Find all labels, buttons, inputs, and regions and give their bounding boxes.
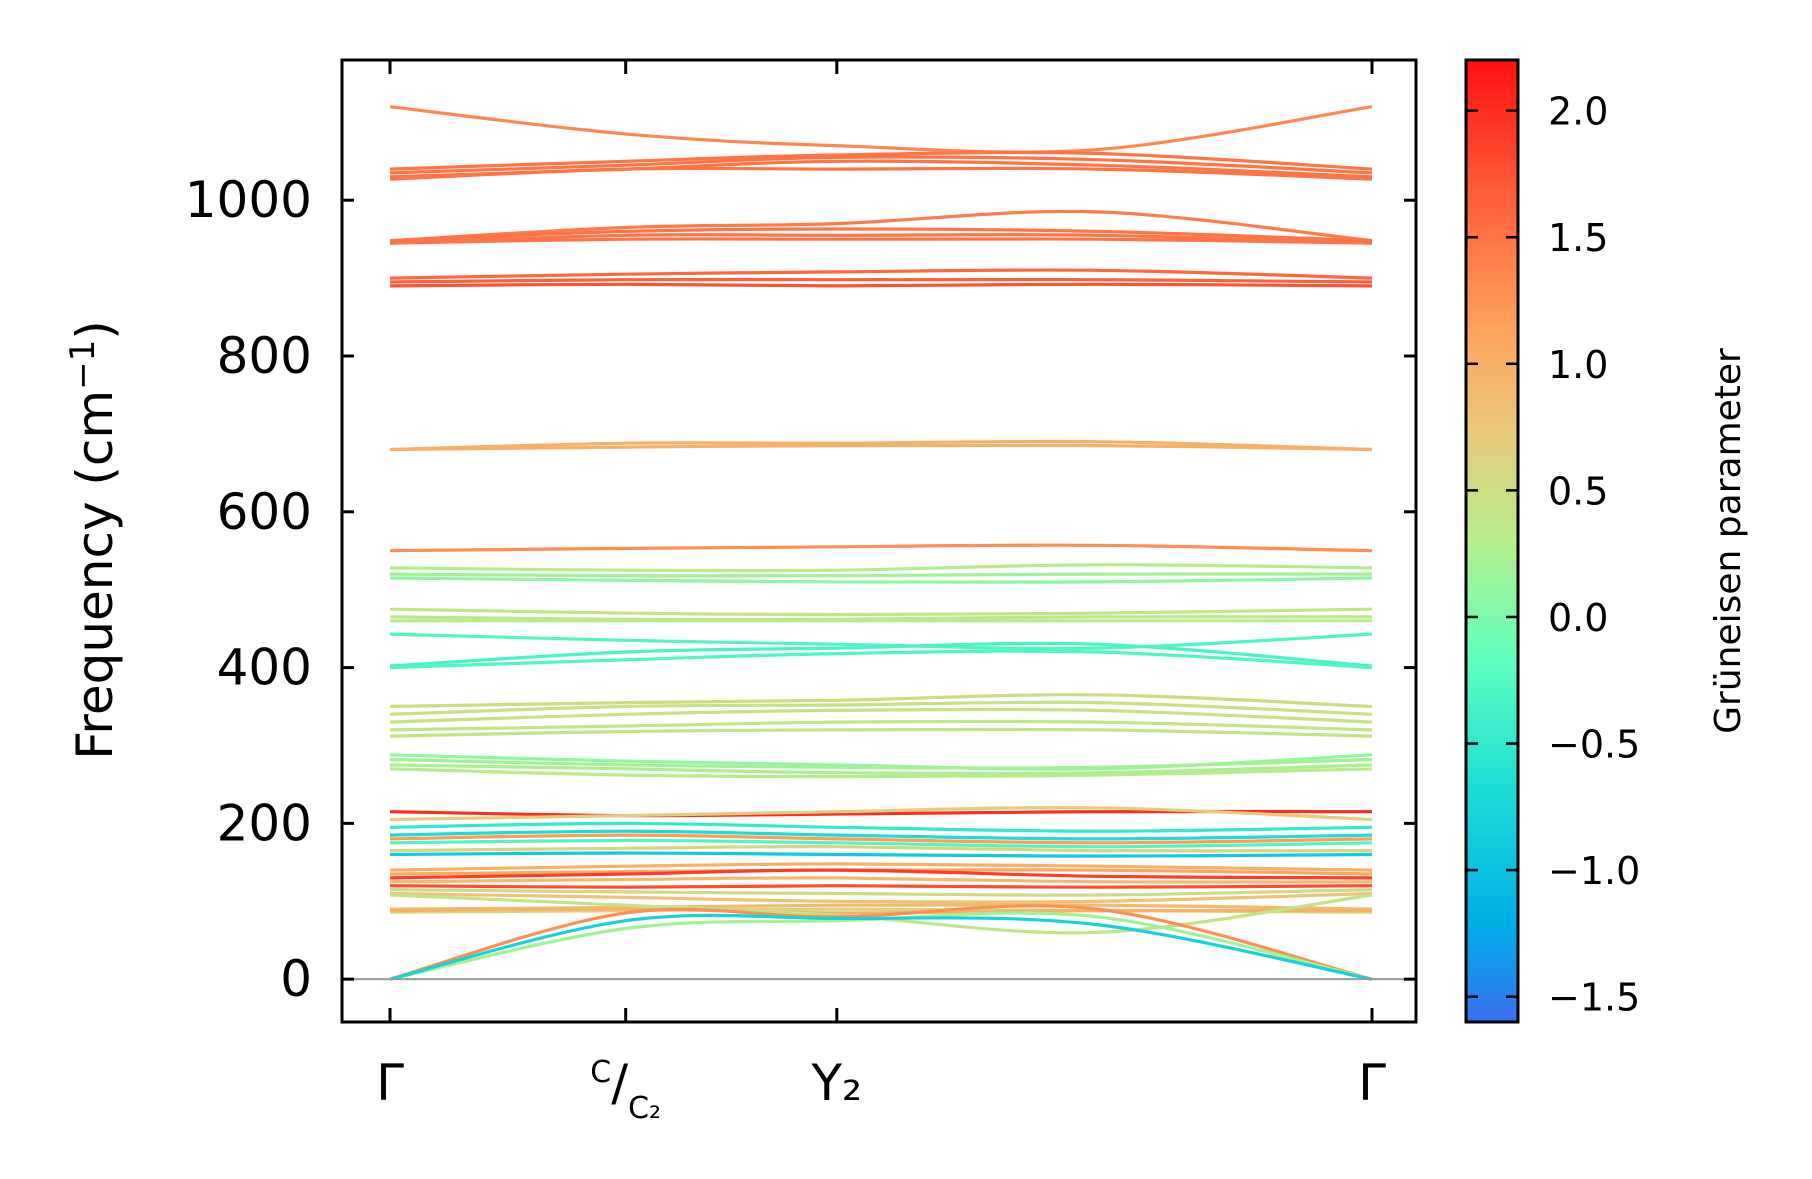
band-14-line	[389, 443, 1373, 452]
colorbar-title: Grüneisen parameter	[1708, 348, 1749, 734]
band-37-line	[389, 829, 1373, 841]
band-53-line	[389, 904, 1373, 981]
band-7-line	[389, 227, 1373, 243]
band-55-line	[389, 913, 1373, 981]
band-23-line	[389, 641, 1373, 668]
band-47-line	[389, 888, 1373, 897]
band-18-line	[389, 576, 1373, 584]
band-54-line	[389, 911, 1373, 981]
plot-frame	[340, 58, 1418, 1024]
y-axis-title: Frequency (cm−1)	[63, 320, 124, 760]
colorbar	[1464, 58, 1520, 1024]
band-27-line	[389, 707, 1373, 724]
band-26-line	[389, 700, 1373, 716]
band-15-line	[389, 543, 1373, 553]
band-22-line	[389, 632, 1373, 651]
band-5-line	[389, 166, 1373, 181]
band-9-line	[389, 237, 1373, 245]
band-48-line	[389, 891, 1373, 904]
band-8-line	[389, 233, 1373, 245]
band-36-line	[389, 821, 1373, 833]
band-20-line	[389, 615, 1373, 622]
x-tick-label: C/C₂	[590, 1054, 661, 1126]
y-tick-label: 0	[280, 950, 312, 1008]
band-51-line	[389, 907, 1373, 915]
band-lines	[389, 105, 1373, 981]
x-tick-labels: Γ C/C₂ Y₂ Γ	[376, 1054, 1386, 1126]
band-28-line	[389, 719, 1373, 732]
colorbar-tick-label: 2.0	[1548, 90, 1608, 134]
x-tick-label: Γ	[376, 1054, 404, 1112]
band-40-line	[389, 845, 1373, 853]
y-tick-label: 200	[217, 794, 312, 852]
band-39-line	[389, 838, 1373, 849]
colorbar-tick-label: 0.5	[1548, 469, 1608, 513]
band-38-line	[389, 833, 1373, 845]
colorbar-tick-label: 1.5	[1548, 216, 1608, 260]
colorbar-tick-label: −0.5	[1548, 723, 1640, 767]
band-19-line	[389, 607, 1373, 617]
band-45-line	[389, 876, 1373, 884]
y-tick-labels: 0 200 400 600 800 1000	[185, 171, 312, 1008]
band-24-line	[389, 649, 1373, 670]
colorbar-ticks: 2.0 1.5 1.0 0.5 0.0 −0.5 −1.0 −1.5	[1466, 90, 1640, 1020]
band-1-line	[389, 105, 1373, 154]
band-17-line	[389, 572, 1373, 578]
colorbar-tick-label: 0.0	[1548, 596, 1608, 640]
band-13-line	[389, 439, 1373, 452]
y-tick-label: 400	[217, 639, 312, 697]
colorbar-tick-label: −1.0	[1548, 849, 1640, 893]
band-6-line	[389, 209, 1373, 243]
band-3-line	[389, 155, 1373, 175]
axis-ticks	[342, 60, 1416, 1022]
y-tick-label: 800	[217, 327, 312, 385]
band-31-line	[389, 757, 1373, 770]
band-33-line	[389, 767, 1373, 779]
band-32-line	[389, 763, 1373, 776]
colorbar-tick-label: 1.0	[1548, 343, 1608, 387]
band-12-line	[389, 282, 1373, 288]
band-16-line	[389, 563, 1373, 573]
band-29-line	[389, 727, 1373, 738]
band-11-line	[389, 277, 1373, 284]
band-41-line	[389, 851, 1373, 858]
y-tick-label: 1000	[185, 171, 312, 229]
x-tick-label: Y₂	[811, 1054, 863, 1112]
band-44-line	[389, 868, 1373, 880]
band-46-line	[389, 884, 1373, 889]
x-tick-label: Γ	[1358, 1054, 1386, 1112]
colorbar-tick-label: −1.5	[1548, 976, 1640, 1020]
band-35-line	[389, 805, 1373, 822]
band-25-line	[389, 693, 1373, 709]
band-10-line	[389, 268, 1373, 280]
band-2-line	[389, 150, 1373, 171]
y-tick-label: 600	[217, 483, 312, 541]
band-42-line	[389, 862, 1373, 872]
